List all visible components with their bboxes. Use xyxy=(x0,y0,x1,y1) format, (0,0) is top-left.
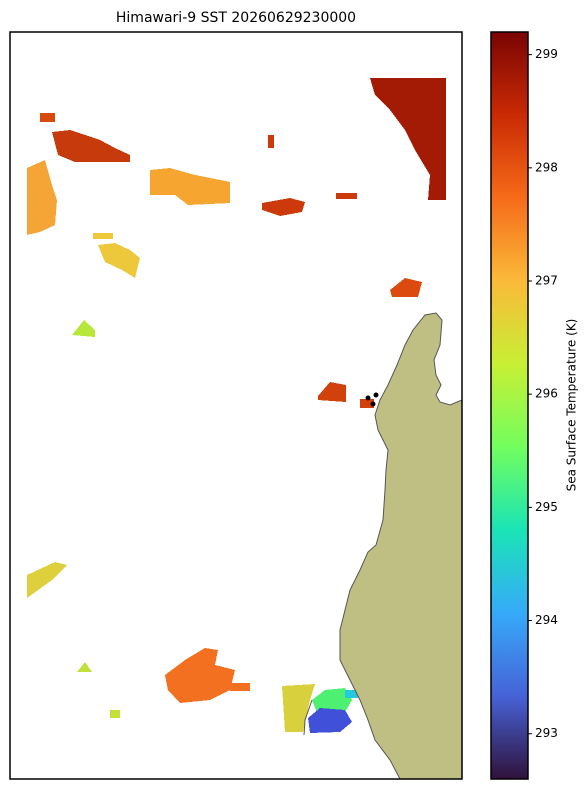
map-frame xyxy=(9,31,463,780)
sst-patch xyxy=(27,160,57,235)
sst-patch xyxy=(308,708,352,733)
sst-patch xyxy=(360,399,374,408)
colorbar-tick-label: 297 xyxy=(535,274,558,288)
sst-patch xyxy=(336,193,357,199)
sst-patch xyxy=(150,168,230,205)
colorbar-tick-label: 295 xyxy=(535,500,558,514)
sst-patch xyxy=(72,320,95,337)
sst-patch xyxy=(318,382,346,402)
sst-patch xyxy=(390,278,422,297)
marker xyxy=(373,392,379,398)
colorbar-tick-label: 298 xyxy=(535,160,558,174)
marker xyxy=(365,395,371,401)
sst-patch xyxy=(110,710,120,718)
marker xyxy=(370,401,376,407)
chart-title: Himawari-9 SST 20260629230000 xyxy=(116,10,356,26)
sst-patches xyxy=(27,78,446,733)
sst-patch xyxy=(93,233,113,239)
colorbar-tick-label: 296 xyxy=(535,387,558,401)
land xyxy=(339,312,462,779)
colorbar-tick-label: 294 xyxy=(535,613,558,627)
sst-patch xyxy=(27,562,67,598)
sst-patch xyxy=(370,78,446,200)
sst-patch xyxy=(98,243,140,278)
sst-patch xyxy=(345,690,358,698)
coastline xyxy=(303,699,313,736)
station-markers xyxy=(365,392,379,407)
sst-patch xyxy=(282,684,315,732)
sst-patch xyxy=(77,662,92,672)
colorbar-tick-label: 293 xyxy=(535,726,558,740)
sst-patch xyxy=(230,683,250,691)
sst-patch xyxy=(262,198,305,216)
colorbar-label: Sea Surface Temperature (K) xyxy=(565,319,579,492)
sst-patch xyxy=(165,648,235,703)
map xyxy=(10,32,462,779)
sst-patch xyxy=(268,135,274,148)
sst-patch xyxy=(40,113,55,122)
colorbar xyxy=(490,31,529,780)
sst-patch xyxy=(52,130,130,162)
colorbar-tick-label: 299 xyxy=(535,47,558,61)
